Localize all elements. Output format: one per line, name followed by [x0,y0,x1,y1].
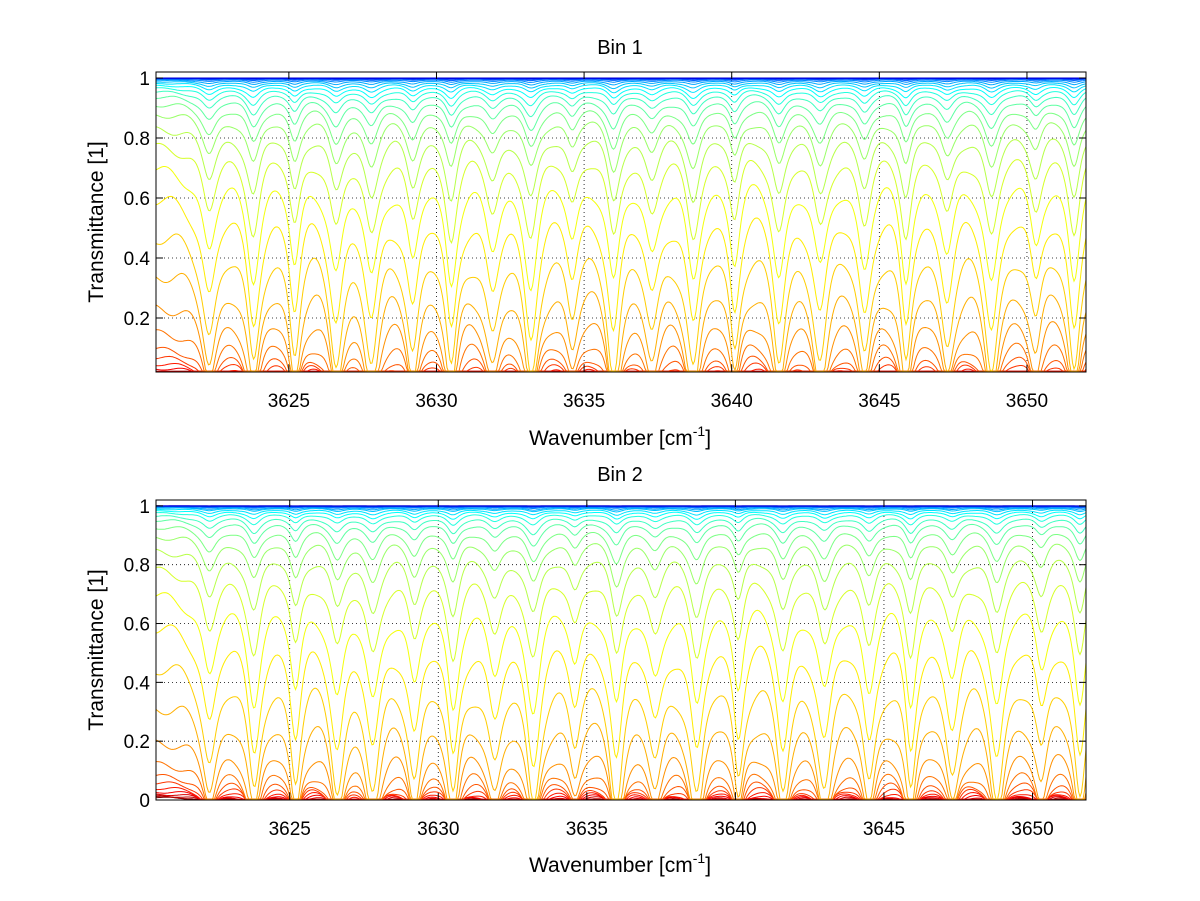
spectrum-line [155,519,1087,547]
spectrum-line [156,79,1087,83]
panel-2-y-axis-label: Transmittance [1] [85,569,108,730]
panel-1-title: Bin 1 [597,37,643,59]
panel-2-x-axis-label-sup: -1 [693,850,706,866]
spectrum-line [155,508,1087,516]
spectrum-line [156,511,1087,526]
panel-1-x-ticks: 3625 3630 3635 3640 3645 3650 [268,72,1048,412]
spectrum-line [155,95,1087,132]
panel-1-y-ticks: 0.2 0.4 0.6 0.8 1 [124,69,1086,330]
spectrum-line [155,304,1087,372]
panel-bin-1: Bin 1 3625 3630 3635 3640 3645 3650 0.2 0.4 0.6… [85,37,1087,450]
spectrum-line [155,87,1087,107]
x-tick-label: 3650 [1006,391,1048,412]
x-tick-label: 3635 [566,819,608,840]
spectrum-line [155,166,1087,292]
spectrum-line [155,195,1087,342]
y-tick-label: 0.8 [124,129,150,150]
spectrum-line [155,103,1087,150]
spectrum-line [155,126,1087,204]
spectrum-line [155,82,1087,94]
y-tick-label: 0.4 [124,673,151,694]
panel-1-axes-box [155,71,1087,373]
spectrum-line [156,507,1087,513]
panel-2-y-ticks: 0 0.2 0.4 0.6 0.8 1 [124,497,1086,812]
spectrum-line [155,84,1087,100]
panel-1-plot-area [156,72,1086,372]
panel-2-x-ticks: 3625 3630 3635 3640 3645 3650 [269,500,1054,840]
spectrum-line [155,515,1087,536]
y-tick-label: 0.4 [124,249,151,270]
panel-1-x-axis-label-end: ] [705,427,711,450]
spectrum-line [155,90,1087,118]
spectrum-line [155,272,1087,373]
x-tick-label: 3630 [417,819,459,840]
x-tick-label: 3640 [714,819,756,840]
spectrum-line [155,592,1087,715]
panel-2-series [155,505,1087,801]
spectrum-line [155,81,1087,90]
panel-bin-2: Bin 2 3625 3630 3635 3640 3645 3650 0 0.2 0.4 0.… [85,464,1087,877]
panel-2-x-axis-label: Wavenumber [cm-1] [529,850,711,877]
panel-1-x-axis-label: Wavenumber [cm-1] [529,423,711,450]
y-tick-label: 1 [139,69,150,90]
y-tick-label: 0.2 [124,309,150,330]
spectrum-line [155,142,1087,244]
spectrum-line [156,506,1087,511]
panel-1-series [155,77,1087,373]
spectrum-line [155,664,1087,800]
panel-2-plot-area [156,500,1086,800]
y-tick-label: 0 [139,791,150,812]
x-tick-label: 3645 [858,391,900,412]
x-tick-label: 3650 [1011,819,1053,840]
y-tick-label: 0.8 [124,556,150,577]
y-tick-label: 0.6 [124,615,150,636]
x-tick-label: 3625 [269,819,311,840]
y-tick-label: 0.2 [124,732,150,753]
y-tick-label: 0.6 [124,189,150,210]
panel-2-axes-box [155,499,1087,801]
panel-1-y-axis-label: Transmittance [1] [85,141,108,302]
spectrum-line [156,510,1087,520]
spectrum-line [155,624,1087,768]
panel-2-x-axis-label-end: ] [705,854,711,877]
spectrum-line [155,705,1087,801]
panel-1-x-axis-label-sup: -1 [693,423,706,439]
x-tick-label: 3625 [268,391,310,412]
spectrum-line [155,233,1087,373]
spectrum-line [155,536,1087,588]
spectrum-line [156,79,1087,86]
spectrum-line [155,566,1087,663]
y-tick-label: 1 [139,497,150,518]
spectrum-line [155,548,1087,618]
panel-2-title: Bin 2 [597,464,643,486]
x-tick-label: 3630 [415,391,457,412]
spectrum-line [155,526,1087,565]
x-tick-label: 3640 [711,391,753,412]
x-tick-label: 3635 [563,391,605,412]
x-tick-label: 3645 [863,819,905,840]
spectrum-line [155,114,1087,173]
